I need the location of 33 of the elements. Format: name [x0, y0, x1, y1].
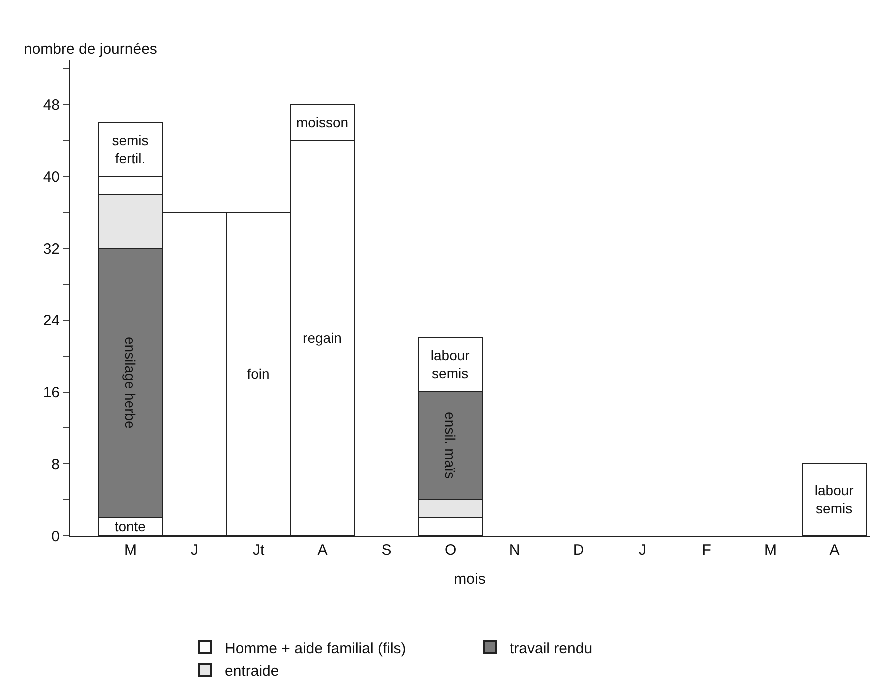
x-tick-label: O [444, 542, 457, 559]
data-label: labour semis [814, 482, 854, 517]
y-tick-label: 16 [43, 384, 60, 402]
x-tick-label: Jt [252, 542, 266, 559]
data-label: ensilage herbe [122, 336, 138, 430]
x-tick-label: F [702, 542, 712, 559]
x-tick-label: M [764, 542, 778, 559]
x-axis-title: mois [454, 571, 486, 588]
data-label: foin [247, 366, 270, 382]
y-tick-label: 32 [43, 240, 60, 258]
data-label: moisson [296, 114, 349, 130]
data-label: tonte [114, 518, 146, 534]
x-tick-label: A [830, 542, 840, 559]
x-tick-label: A [318, 542, 328, 559]
x-tick-label: D [573, 542, 584, 559]
y-tick-label: 8 [52, 456, 60, 474]
data-label: regain [303, 330, 342, 346]
y-tick-label: 0 [52, 528, 60, 546]
x-tick-label: N [509, 542, 520, 559]
x-tick-label: S [382, 542, 392, 559]
x-tick-label: M [124, 542, 138, 559]
x-tick-label: J [639, 542, 647, 559]
legend-label: entraide [225, 662, 280, 680]
y-tick-label: 40 [43, 169, 60, 186]
legend-label: Homme + aide familial (fils) [225, 640, 406, 658]
legend-label: travail rendu [510, 640, 593, 658]
data-label: semis fertil. [112, 132, 149, 167]
data-label: ensil. maïs [442, 412, 458, 479]
y-tick-label: 24 [43, 312, 60, 330]
y-axis-title: nombre de journées [24, 41, 158, 58]
y-tick-label: 48 [43, 97, 60, 114]
x-tick-label: J [191, 542, 199, 559]
data-label: labour semis [430, 347, 470, 382]
